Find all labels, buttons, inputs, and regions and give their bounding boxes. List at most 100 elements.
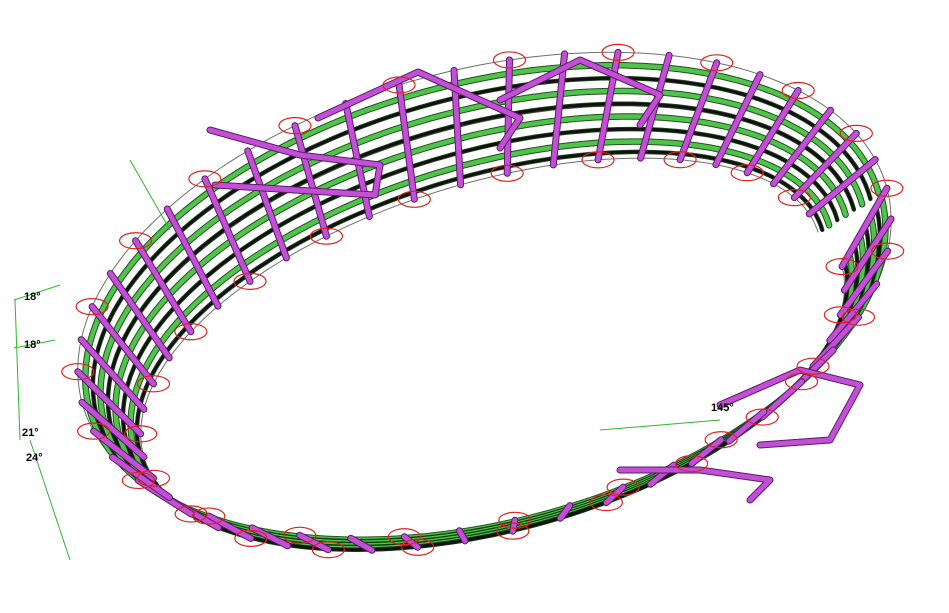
frame-4 [617,467,773,503]
rib-25 [78,337,147,412]
node-ring-top-2 [871,242,905,260]
node-ring-bottom-20 [174,505,208,523]
rib-2 [837,248,891,318]
rib-0 [839,185,890,270]
rib-23 [79,399,147,460]
node-ring-bottom-18 [234,529,268,547]
node-ring-top-38 [601,43,635,61]
rib-11 [557,503,573,521]
rib-24 [75,369,144,437]
angle-label-18b: 18° [24,339,41,351]
node-ring-top-4 [841,308,876,326]
node-ring-top-10 [606,478,640,496]
dimension-line-0 [13,284,61,301]
dimension-line-2 [14,299,21,441]
node-ring-top-40 [700,54,734,72]
frame-0 [315,69,523,151]
node-ring-bottom-24 [124,425,158,443]
node-ring-bottom-36 [490,164,524,182]
rib-36 [504,57,512,176]
node-ring-bottom-12 [496,522,530,540]
node-ring-top-44 [839,124,873,142]
rib-43 [771,107,833,187]
node-ring-top-22 [76,422,111,440]
node-ring-top-42 [781,81,815,100]
rib-18 [206,513,254,541]
angle-label-24: 24° [26,452,43,464]
dimension-lines [13,159,721,561]
node-ring-bottom-2 [823,306,857,324]
rib-15 [348,535,375,553]
rib-41 [713,72,763,168]
dimension-line-5 [599,419,721,431]
frame-2 [497,57,663,128]
rib-3 [827,281,880,343]
node-ring-bottom-30 [233,272,267,290]
node-ring-top-14 [387,528,421,546]
node-ring-top-26 [75,298,109,316]
node-ring-bottom-0 [825,257,859,276]
rib-45 [806,157,878,217]
rib-42 [744,87,801,176]
rib-28 [133,238,194,335]
rib-22 [91,428,157,481]
node-rings [61,43,905,559]
angle-labels: 18° 18° 21° 24° 145° [22,291,734,464]
node-ring-top-18 [192,507,226,525]
node-ring-bottom-44 [777,189,811,207]
rib-14 [401,534,421,550]
node-ring-bottom-32 [309,227,344,245]
node-ring-bottom-28 [174,323,208,341]
rib-16 [297,532,331,553]
node-ring-top-0 [870,179,904,197]
node-ring-bottom-8 [675,455,709,473]
node-ring-top-8 [704,431,738,449]
node-ring-top-12 [498,511,532,529]
node-ring-bottom-26 [136,375,171,393]
node-ring-bottom-16 [311,541,345,559]
rib-6 [759,379,805,420]
frame-1 [207,127,383,198]
node-ring-top-28 [118,232,153,250]
node-ring-bottom-4 [796,357,830,375]
rib-44 [791,130,859,201]
rib-26 [89,304,157,387]
node-ring-top-30 [188,170,222,188]
rib-8 [689,437,724,467]
node-ring-bottom-6 [745,408,779,426]
rib-21 [110,454,172,500]
dimension-line-3 [29,439,71,561]
angle-label-18a: 18° [24,291,41,303]
node-ring-bottom-22 [136,469,171,487]
node-ring-top-24 [61,363,95,381]
rib-31 [245,148,289,261]
rib-1 [841,216,894,293]
node-ring-bottom-38 [581,151,615,169]
rib-30 [202,176,253,284]
rib-13 [456,528,468,544]
node-ring-bottom-40 [663,151,697,169]
dimension-line-1 [13,339,56,349]
node-ring-top-34 [382,76,416,94]
node-ring-top-20 [121,471,155,490]
node-ring-bottom-42 [730,164,764,182]
node-ring-top-32 [278,117,312,135]
angle-label-145: 145° [711,402,734,414]
node-ring-top-16 [283,526,317,544]
node-ring-top-6 [784,373,819,391]
rib-38 [595,49,621,163]
angle-label-21: 21° [22,427,39,439]
frame-3 [717,367,863,448]
node-ring-bottom-34 [397,190,431,208]
dimension-line-4 [129,159,171,231]
rib-32 [292,123,329,239]
rib-12 [510,517,518,534]
rib-40 [677,60,720,163]
node-ring-bottom-10 [589,493,623,512]
top-frame-members [206,56,864,504]
node-ring-bottom-14 [401,538,435,556]
node-ring-top-36 [492,51,527,69]
rib-34 [396,82,417,202]
